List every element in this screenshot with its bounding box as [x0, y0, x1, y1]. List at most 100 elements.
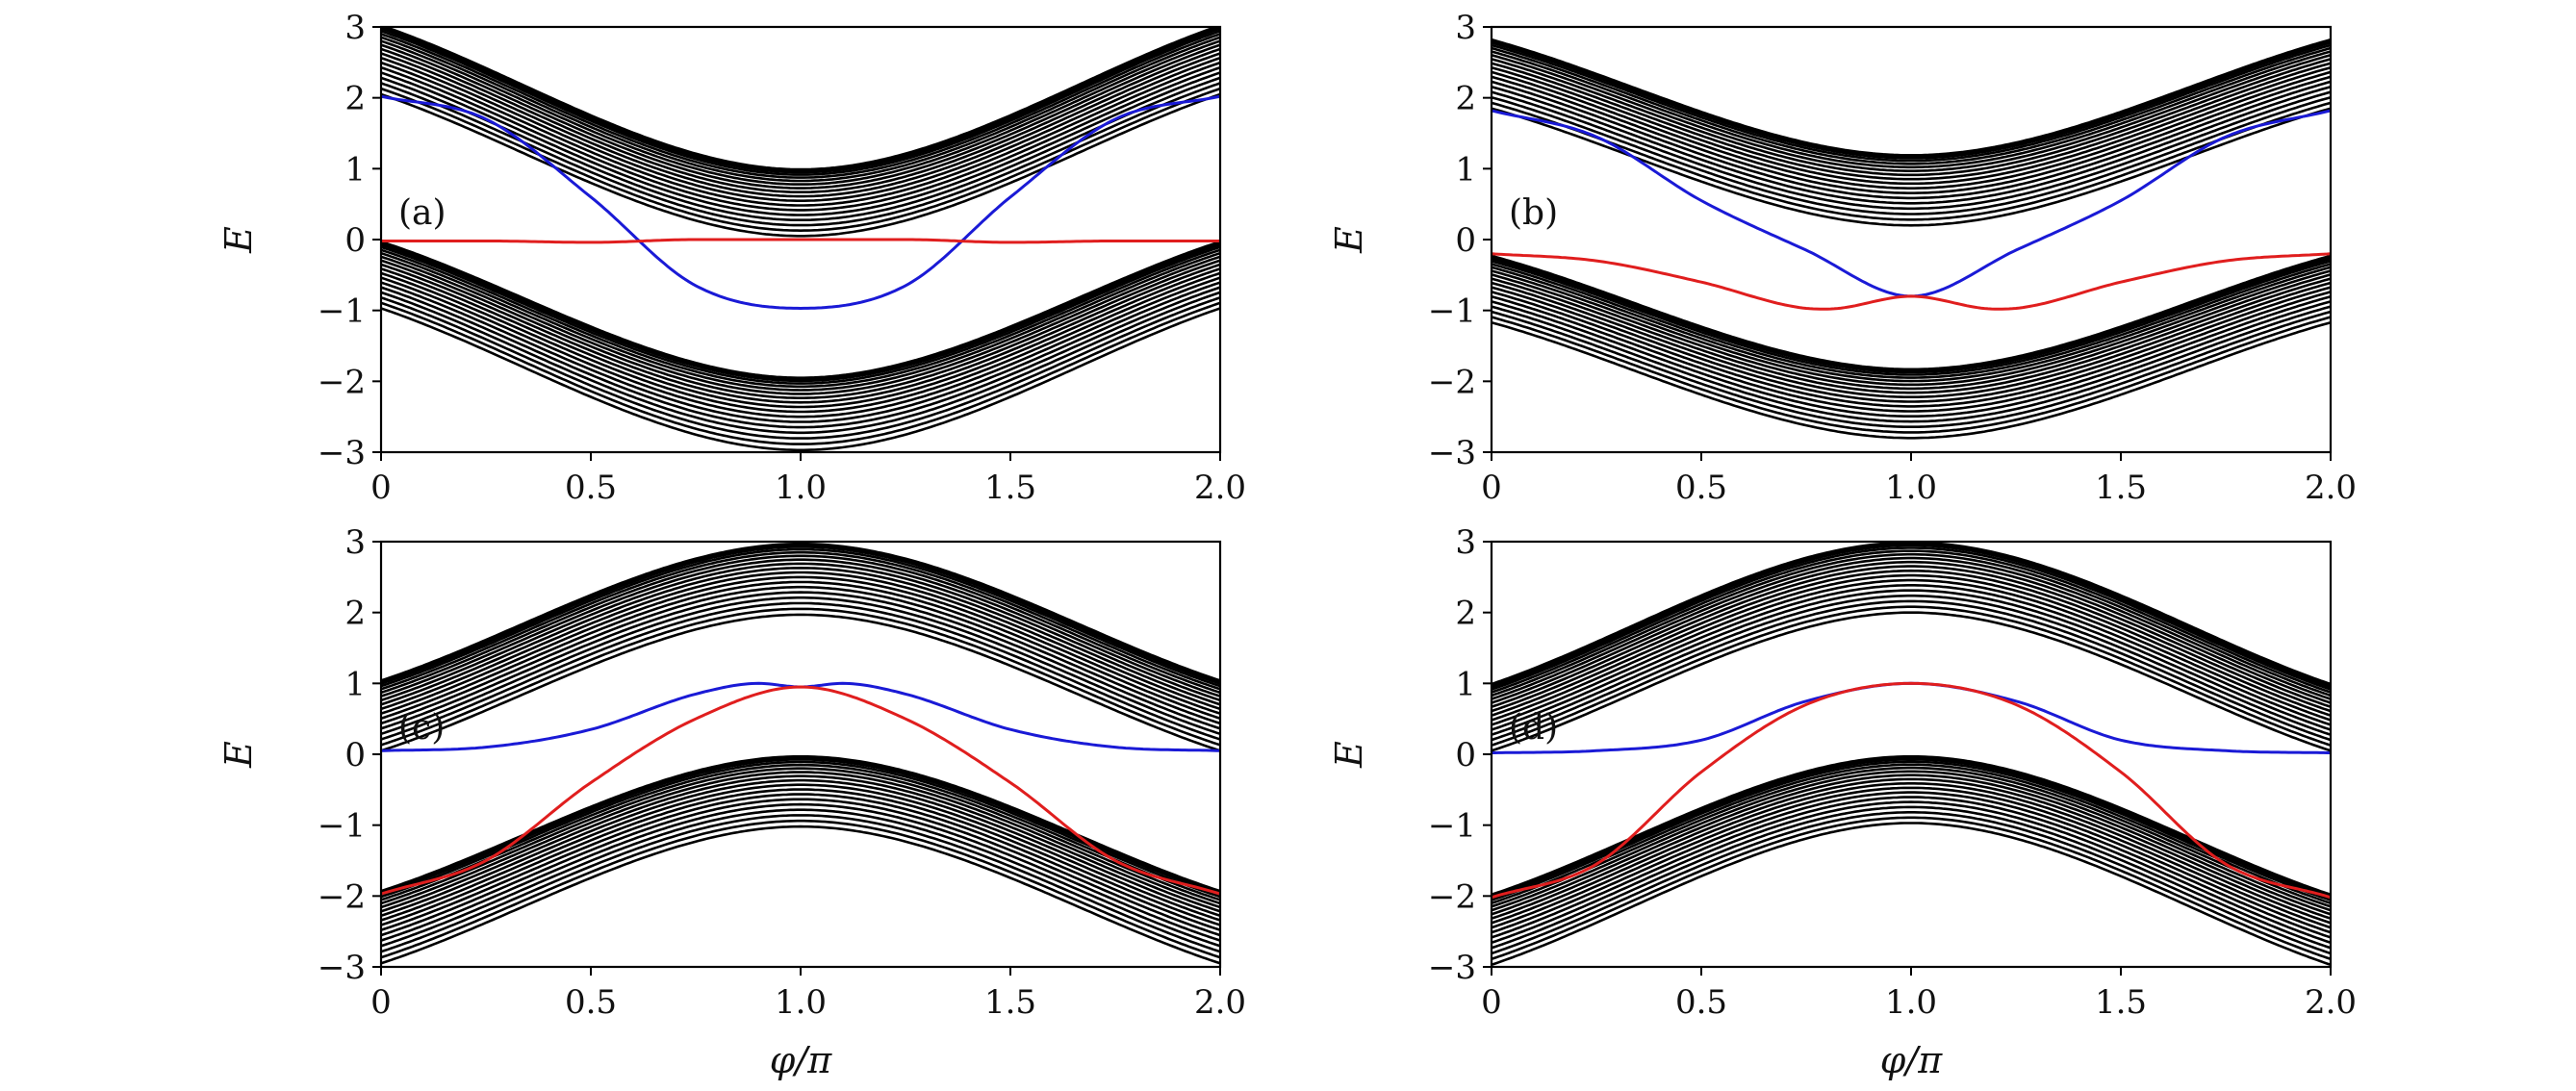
bulk-band-line [1492, 266, 2331, 383]
bulk-band-line [381, 566, 1220, 706]
bulk-band-line [1492, 305, 2331, 423]
bulk-band-line [1492, 286, 2331, 403]
y-tick-label: 0 [1455, 736, 1476, 774]
bulk-band-line [1492, 101, 2331, 221]
y-tick-label: −3 [318, 949, 366, 987]
bulk-band-line [1492, 549, 2331, 694]
bulk-band-line [381, 296, 1220, 440]
bulk-band-line [381, 27, 1220, 174]
bulk-band-line [381, 87, 1220, 233]
bulk-band-line [1492, 573, 2331, 717]
x-tick-label: 1.0 [1885, 983, 1937, 1022]
bulk-band-line [381, 554, 1220, 695]
y-tick-label: −1 [1428, 807, 1476, 846]
red-edge-state-line [1492, 252, 2331, 311]
x-tick-label: 2.0 [2305, 983, 2357, 1022]
bulk-band-line [381, 547, 1220, 688]
bulk-band-line [1492, 38, 2331, 160]
bulk-band-line [1492, 58, 2331, 177]
bulk-band-line [1492, 291, 2331, 408]
y-tick-label: 1 [344, 150, 366, 189]
y-tick-label: −2 [1428, 363, 1476, 401]
y-axis-label: E [1328, 741, 1370, 769]
y-tick-label: 1 [344, 665, 366, 703]
y-tick-label: 2 [1455, 595, 1476, 633]
y-tick-label: 3 [344, 9, 366, 47]
y-tick-label: −2 [318, 877, 366, 916]
bulk-band-line [1492, 552, 2331, 698]
bulk-band-line [1492, 805, 2331, 950]
bulk-band-line [1492, 90, 2331, 211]
bulk-band-line [381, 758, 1220, 896]
x-tick-label: 1.0 [775, 469, 827, 507]
bulk-band-line [1492, 770, 2331, 912]
bulk-band-line [381, 52, 1220, 198]
y-axis-label: E [1328, 226, 1370, 254]
y-tick-label: 3 [1455, 9, 1476, 47]
y-tick-label: −3 [1428, 949, 1476, 987]
bulk-band-line [381, 546, 1220, 685]
bulk-band-line [1492, 599, 2331, 742]
bulk-band-line [1492, 754, 2331, 899]
bulk-band-line [381, 76, 1220, 221]
bulk-band-line [381, 542, 1220, 685]
x-tick-label: 0.5 [1675, 469, 1727, 507]
bulk-band-line [1492, 565, 2331, 708]
bulk-band-line [1492, 796, 2331, 939]
bulk-band-line [381, 774, 1220, 913]
bulk-band-line [1492, 277, 2331, 394]
bulk-band-line [1492, 263, 2331, 379]
chart-panel: 0 0.5 1.0 1.5 2.0 −3 −2 −1 0 1 2 3 E (a) [217, 9, 1246, 507]
bulk-band-line [1492, 763, 2331, 905]
bulk-band-line [381, 802, 1220, 942]
bulk-band-line [381, 36, 1220, 183]
bulk-band-line [1492, 85, 2331, 205]
x-tick-label: 1.0 [775, 983, 827, 1022]
bulk-band-line [1492, 95, 2331, 216]
bulk-band-line [381, 251, 1220, 392]
bulk-band-line [1492, 578, 2331, 722]
bulk-band-line [1492, 80, 2331, 200]
chart-panel: 0 0.5 1.0 1.5 2.0 −3 −2 −1 0 1 2 3 E (b) [1328, 9, 2357, 507]
bulk-band-line [1492, 320, 2331, 440]
bulk-band-line [381, 263, 1220, 404]
bulk-band-line [1492, 75, 2331, 194]
bulk-band-line [381, 286, 1220, 429]
bulk-band-line [381, 793, 1220, 931]
bulk-band-line [381, 65, 1220, 212]
bulk-band-line [1492, 584, 2331, 726]
x-axis-label: φ/π [770, 1039, 832, 1081]
x-tick-label: 0 [370, 983, 392, 1022]
y-tick-label: 3 [344, 523, 366, 562]
bulk-band-line [381, 281, 1220, 423]
bulk-band-line [1492, 800, 2331, 945]
bulk-band-line [1492, 281, 2331, 398]
y-tick-label: −3 [318, 434, 366, 472]
x-tick-label: 2.0 [1194, 469, 1246, 507]
panel-label: (c) [398, 708, 445, 748]
bulk-band-line [1492, 544, 2331, 689]
panel-label: (b) [1509, 193, 1558, 233]
bulk-band-line [1492, 257, 2331, 374]
x-tick-label: 2.0 [1194, 983, 1246, 1022]
bulk-band-line [381, 71, 1220, 216]
y-tick-label: 2 [1455, 80, 1476, 118]
plot-area [381, 27, 1220, 452]
bulk-band-line [1492, 254, 2331, 374]
bulk-band-line [1492, 65, 2331, 186]
bulk-band-line [381, 808, 1220, 948]
y-tick-label: 1 [1455, 150, 1476, 189]
bulk-band-line [1492, 300, 2331, 418]
bulk-band-line [1492, 54, 2331, 172]
bulk-band-line [1492, 316, 2331, 434]
bulk-band-line [381, 56, 1220, 202]
panel-label: (d) [1509, 708, 1558, 748]
bulk-band-line [1492, 50, 2331, 169]
y-tick-label: 2 [344, 595, 366, 633]
bulk-band-line [1492, 782, 2331, 925]
bulk-band-line [381, 607, 1220, 747]
bulk-band-line [1492, 546, 2331, 691]
bulk-band-line [381, 767, 1220, 905]
y-tick-label: 0 [344, 736, 366, 774]
bulk-band-line [381, 825, 1220, 965]
